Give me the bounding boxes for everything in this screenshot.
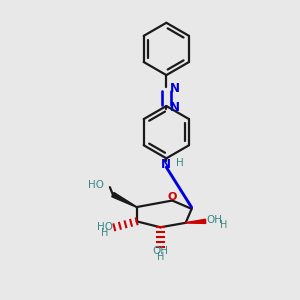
Text: H: H (101, 228, 108, 238)
Polygon shape (112, 193, 137, 207)
Text: O: O (168, 192, 177, 202)
Text: OH: OH (206, 215, 223, 225)
Text: H: H (220, 220, 227, 230)
Text: N: N (170, 82, 180, 95)
Text: N: N (161, 158, 171, 171)
Text: N: N (170, 101, 180, 114)
Text: HO: HO (88, 180, 103, 190)
Text: H: H (157, 252, 164, 262)
Text: H: H (176, 158, 184, 168)
Text: OH: OH (152, 246, 168, 256)
Text: HO: HO (97, 222, 112, 232)
Polygon shape (186, 219, 206, 224)
